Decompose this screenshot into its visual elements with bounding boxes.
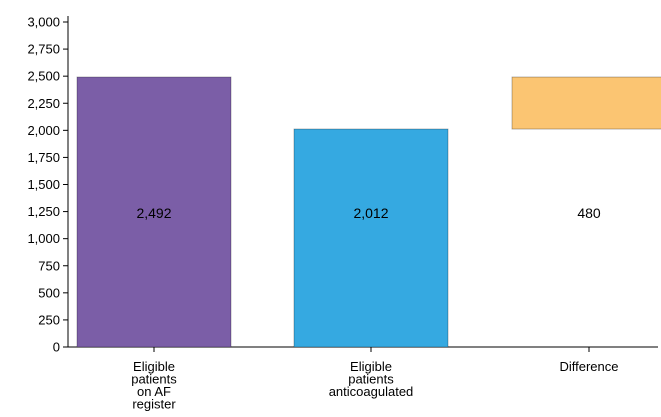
bar [76, 76, 232, 348]
y-tick-label: 2,000 [27, 123, 60, 138]
bar [293, 128, 449, 348]
bars: 2,492 2,012 480 [76, 76, 661, 348]
y-tick-label: 500 [38, 285, 60, 300]
category-label-line: on AF [137, 384, 171, 399]
y-tick-label: 2,500 [27, 69, 60, 84]
category-label-line: Difference [559, 359, 618, 374]
category-label-line: Eligible [133, 359, 175, 374]
y-tick-label: 1,500 [27, 177, 60, 192]
y-tick-label: 1,750 [27, 150, 60, 165]
category-label-line: anticoagulated [329, 384, 414, 399]
bar [511, 76, 661, 130]
y-tick-label: 1,250 [27, 204, 60, 219]
bar-data-label: 480 [577, 205, 601, 221]
y-tick-label: 1,000 [27, 231, 60, 246]
bar-data-label: 2,012 [353, 205, 388, 221]
category-label-line: register [132, 397, 176, 412]
category-label-line: Eligible [350, 359, 392, 374]
y-tick-label: 2,250 [27, 96, 60, 111]
bar-data-label: 2,492 [136, 205, 171, 221]
y-tick-label: 750 [38, 258, 60, 273]
y-tick-label: 3,000 [27, 15, 60, 30]
y-tick-label: 2,750 [27, 42, 60, 57]
category-label: Eligible patients anticoagulated [329, 359, 414, 399]
category-label-line: patients [131, 372, 177, 387]
y-axis: 0 250 500 750 1,000 1,250 1,500 1,750 2,000 2,250… [27, 15, 69, 355]
y-tick-label: 0 [53, 340, 60, 355]
category-label: Eligible patients on AF register [131, 359, 177, 412]
y-tick-label: 250 [38, 312, 60, 327]
category-label: Difference [559, 359, 618, 374]
category-label-line: patients [348, 372, 394, 387]
